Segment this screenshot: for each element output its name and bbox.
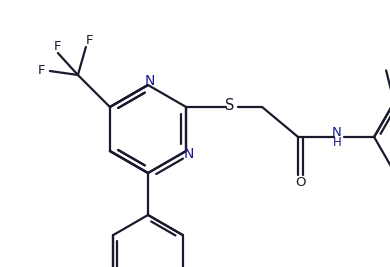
Text: N: N <box>184 147 194 161</box>
Text: H: H <box>333 136 342 150</box>
Text: N: N <box>145 74 155 88</box>
Text: O: O <box>295 176 305 190</box>
Text: F: F <box>86 33 94 46</box>
Text: S: S <box>225 99 235 113</box>
Text: F: F <box>38 65 46 77</box>
Text: N: N <box>332 127 342 139</box>
Text: F: F <box>54 40 62 53</box>
